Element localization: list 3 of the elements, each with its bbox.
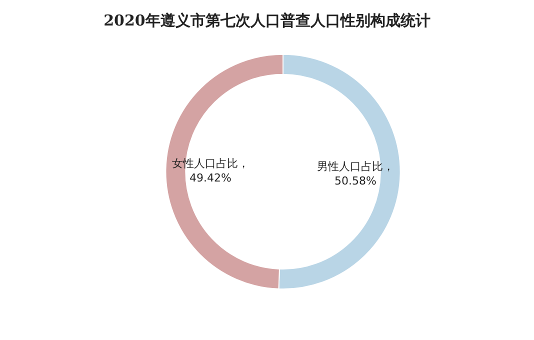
chart-title: 2020年遵义市第七次人口普查人口性别构成统计 [104, 12, 430, 30]
slice-label: 女性人口占比， 49.42% [172, 157, 249, 184]
slice-label: 男性人口占比， 50.58% [317, 160, 394, 188]
